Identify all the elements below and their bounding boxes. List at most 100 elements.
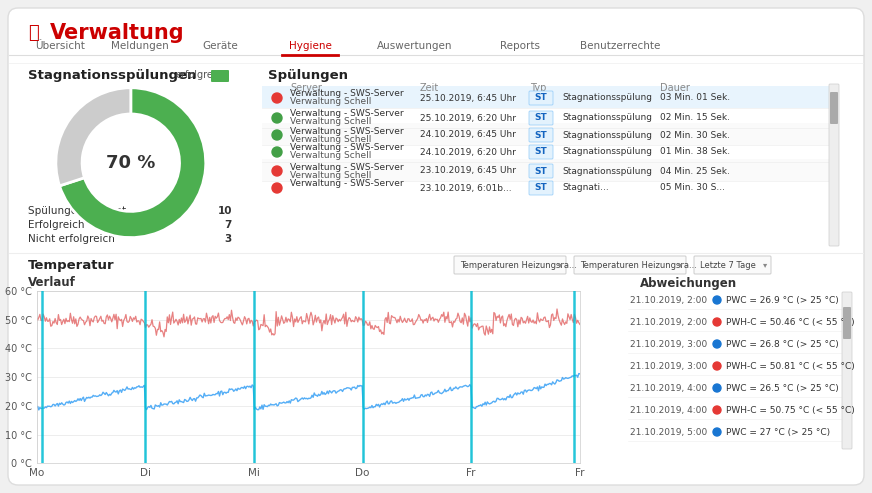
FancyBboxPatch shape: [529, 111, 553, 125]
FancyBboxPatch shape: [262, 86, 832, 108]
Text: Übersicht: Übersicht: [35, 41, 85, 51]
Text: 01 Min. 38 Sek.: 01 Min. 38 Sek.: [660, 147, 730, 156]
Text: 23.10.2019, 6:45 Uhr: 23.10.2019, 6:45 Uhr: [420, 167, 516, 176]
Text: Letzte 7 Tage: Letzte 7 Tage: [700, 260, 756, 270]
Text: 21.10.2019, 3:00: 21.10.2019, 3:00: [630, 361, 707, 371]
Text: ▾: ▾: [558, 260, 562, 270]
Text: Verwaltung Schell: Verwaltung Schell: [290, 171, 371, 179]
Text: 02 Min. 30 Sek.: 02 Min. 30 Sek.: [660, 131, 730, 140]
Text: ST: ST: [535, 167, 548, 176]
Text: PWH-C = 50.75 °C (< 55 °C): PWH-C = 50.75 °C (< 55 °C): [726, 406, 855, 415]
Circle shape: [272, 93, 282, 103]
Text: PWC: PWC: [480, 256, 501, 266]
Text: Erfolgreich: Erfolgreich: [28, 220, 85, 230]
Text: Zeit: Zeit: [420, 83, 439, 93]
Wedge shape: [59, 88, 206, 238]
Wedge shape: [56, 88, 131, 186]
Text: Verwaltung - SWS-Server: Verwaltung - SWS-Server: [290, 179, 404, 188]
FancyBboxPatch shape: [8, 8, 864, 485]
Text: Spülungen gesamt: Spülungen gesamt: [28, 206, 126, 216]
Text: Spülungen: Spülungen: [268, 69, 348, 81]
Text: Verwaltung - SWS-Server: Verwaltung - SWS-Server: [290, 109, 404, 118]
Text: Stagnationsspülungen: Stagnationsspülungen: [28, 69, 196, 81]
Text: Verwaltung: Verwaltung: [50, 23, 185, 43]
Circle shape: [713, 406, 721, 414]
Text: Verwaltung Schell: Verwaltung Schell: [290, 151, 371, 161]
Text: PWC = 26.5 °C (> 25 °C): PWC = 26.5 °C (> 25 °C): [726, 384, 839, 392]
Text: Temperaturen Heizungsra...: Temperaturen Heizungsra...: [460, 260, 577, 270]
Text: Reports: Reports: [500, 41, 540, 51]
Text: 23.10.2019, 6:01b...: 23.10.2019, 6:01b...: [420, 183, 512, 192]
Text: 21.10.2019, 2:00: 21.10.2019, 2:00: [630, 295, 707, 305]
Text: erfolgreich: erfolgreich: [175, 70, 228, 80]
Text: Typ: Typ: [530, 83, 547, 93]
Text: Temperaturen Heizungsra...: Temperaturen Heizungsra...: [580, 260, 697, 270]
Text: Temperatur: Temperatur: [28, 258, 114, 272]
Text: ST: ST: [535, 94, 548, 103]
Text: Verwaltung Schell: Verwaltung Schell: [290, 135, 371, 143]
Text: 05 Min. 30 S...: 05 Min. 30 S...: [660, 183, 725, 192]
Circle shape: [272, 183, 282, 193]
FancyBboxPatch shape: [843, 307, 851, 339]
Text: 24.10.2019, 6:45 Uhr: 24.10.2019, 6:45 Uhr: [420, 131, 516, 140]
Text: Auswertungen: Auswertungen: [378, 41, 453, 51]
Text: 21.10.2019, 2:00: 21.10.2019, 2:00: [630, 317, 707, 326]
Text: Verwaltung - SWS-Server: Verwaltung - SWS-Server: [290, 90, 404, 99]
Text: Stagnati...: Stagnati...: [562, 183, 609, 192]
Text: 25.10.2019, 6:20 Uhr: 25.10.2019, 6:20 Uhr: [420, 113, 516, 122]
Text: ST: ST: [535, 183, 548, 192]
Circle shape: [272, 113, 282, 123]
Text: PWH-C = 50.81 °C (< 55 °C): PWH-C = 50.81 °C (< 55 °C): [726, 361, 855, 371]
Text: 21.10.2019, 5:00: 21.10.2019, 5:00: [630, 427, 707, 436]
Circle shape: [272, 166, 282, 176]
Text: Geräte: Geräte: [202, 41, 238, 51]
Text: ▾: ▾: [678, 260, 682, 270]
Circle shape: [713, 296, 721, 304]
Text: Verlauf: Verlauf: [28, 277, 76, 289]
Text: Stagnationsspülung: Stagnationsspülung: [562, 94, 652, 103]
Circle shape: [713, 362, 721, 370]
Text: PWH-C: PWH-C: [600, 256, 630, 266]
Text: PWC = 27 °C (> 25 °C): PWC = 27 °C (> 25 °C): [726, 427, 830, 436]
Text: ▾: ▾: [763, 260, 767, 270]
Text: 21.10.2019, 3:00: 21.10.2019, 3:00: [630, 340, 707, 349]
Text: Stagnationsspülung: Stagnationsspülung: [562, 167, 652, 176]
FancyBboxPatch shape: [529, 164, 553, 178]
FancyBboxPatch shape: [529, 181, 553, 195]
FancyBboxPatch shape: [454, 256, 566, 274]
Text: Nicht erfolgreich: Nicht erfolgreich: [28, 234, 115, 244]
FancyBboxPatch shape: [529, 128, 553, 142]
FancyBboxPatch shape: [830, 92, 838, 124]
Circle shape: [713, 428, 721, 436]
Text: ST: ST: [535, 131, 548, 140]
Text: Stagnationsspülung: Stagnationsspülung: [562, 113, 652, 122]
Text: 04 Min. 25 Sek.: 04 Min. 25 Sek.: [660, 167, 730, 176]
Text: Meldungen: Meldungen: [111, 41, 169, 51]
Circle shape: [713, 318, 721, 326]
Text: Abweichungen: Abweichungen: [640, 277, 737, 289]
Text: PWC = 26.9 °C (> 25 °C): PWC = 26.9 °C (> 25 °C): [726, 295, 839, 305]
Text: 21.10.2019, 4:00: 21.10.2019, 4:00: [630, 406, 707, 415]
Text: ST: ST: [535, 147, 548, 156]
Text: Verwaltung Schell: Verwaltung Schell: [290, 117, 371, 127]
Text: Benutzerrechte: Benutzerrechte: [580, 41, 660, 51]
FancyBboxPatch shape: [529, 145, 553, 159]
FancyBboxPatch shape: [694, 256, 771, 274]
Text: 🏠: 🏠: [28, 24, 38, 42]
Text: Verwaltung Schell: Verwaltung Schell: [290, 98, 371, 106]
Text: Server: Server: [290, 83, 322, 93]
Text: Verwaltung - SWS-Server: Verwaltung - SWS-Server: [290, 143, 404, 152]
Text: Verwaltung - SWS-Server: Verwaltung - SWS-Server: [290, 127, 404, 136]
FancyBboxPatch shape: [262, 123, 832, 145]
Circle shape: [713, 340, 721, 348]
Text: Hygiene: Hygiene: [289, 41, 331, 51]
Text: Stagnationsspülung: Stagnationsspülung: [562, 147, 652, 156]
Text: 3: 3: [225, 234, 232, 244]
Text: 25.10.2019, 6:45 Uhr: 25.10.2019, 6:45 Uhr: [420, 94, 516, 103]
Circle shape: [272, 130, 282, 140]
FancyBboxPatch shape: [262, 159, 832, 181]
Text: 24.10.2019, 6:20 Uhr: 24.10.2019, 6:20 Uhr: [420, 147, 516, 156]
Text: 02 Min. 15 Sek.: 02 Min. 15 Sek.: [660, 113, 730, 122]
FancyBboxPatch shape: [574, 256, 686, 274]
Text: 21.10.2019, 4:00: 21.10.2019, 4:00: [630, 384, 707, 392]
